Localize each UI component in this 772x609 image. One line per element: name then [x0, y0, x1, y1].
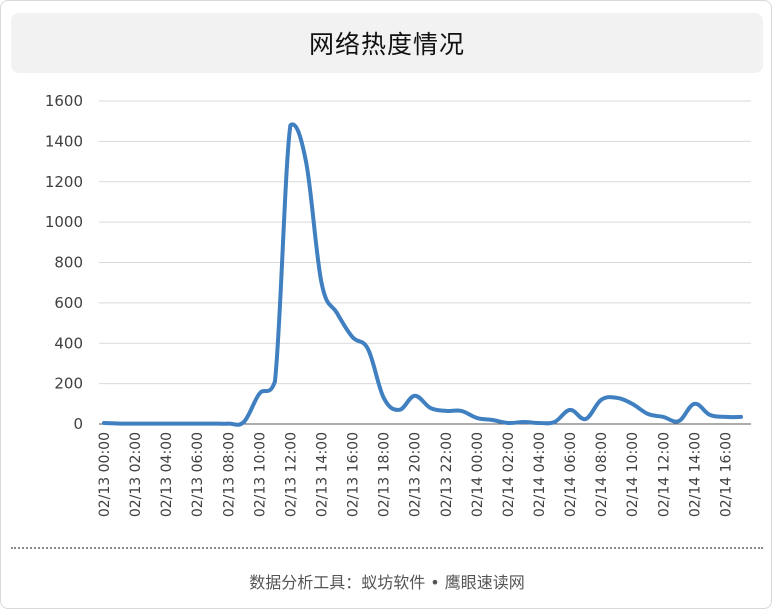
y-tick-label: 1600	[45, 92, 83, 110]
chart-title: 网络热度情况	[308, 30, 465, 59]
chart-title-box: 网络热度情况	[11, 13, 763, 73]
y-tick-label: 0	[73, 415, 83, 433]
y-tick-label: 1000	[45, 213, 83, 231]
x-tick-label: 02/13 12:00	[283, 432, 299, 517]
x-tick-label: 02/14 10:00	[625, 432, 641, 517]
x-tick-label: 02/13 20:00	[408, 432, 424, 517]
x-tick-label: 02/13 08:00	[221, 432, 237, 517]
x-tick-label: 02/13 14:00	[315, 432, 331, 517]
footer-divider	[11, 547, 763, 549]
series-line	[102, 122, 743, 427]
x-tick-label: 02/14 16:00	[718, 432, 734, 517]
x-tick-label: 02/13 06:00	[190, 432, 206, 517]
x-tick-label: 02/14 04:00	[532, 432, 548, 517]
x-tick-label: 02/14 14:00	[687, 432, 703, 517]
x-tick-label: 02/13 16:00	[346, 432, 362, 517]
x-tick-label: 02/14 06:00	[563, 432, 579, 517]
x-axis-tick-labels: 02/13 00:00 02/13 02:00 02/13 04:00 02/13 0…	[97, 432, 734, 517]
x-tick-label: 02/13 04:00	[159, 432, 175, 517]
x-tick-label: 02/13 02:00	[128, 432, 144, 517]
y-tick-label: 1400	[45, 132, 83, 150]
line-chart: 0 200 400 600 800 1000 1200 1400 1600 02/13 00:0…	[45, 92, 751, 517]
x-tick-label: 02/13 00:00	[97, 432, 113, 517]
y-axis-tick-labels: 0 200 400 600 800 1000 1200 1400 1600	[45, 92, 83, 433]
y-tick-label: 200	[54, 375, 83, 393]
x-tick-label: 02/13 10:00	[252, 432, 268, 517]
x-tick-label: 02/14 12:00	[656, 432, 672, 517]
y-tick-label: 800	[54, 254, 83, 272]
series-lines	[102, 122, 743, 427]
x-tick-label: 02/13 22:00	[439, 432, 455, 517]
x-tick-label: 02/14 00:00	[470, 432, 486, 517]
y-tick-label: 400	[54, 334, 83, 352]
x-tick-label: 02/13 18:00	[377, 432, 393, 517]
footer-source: 数据分析工具：蚁坊软件 • 鹰眼速读网	[249, 573, 525, 592]
x-tick-label: 02/14 02:00	[501, 432, 517, 517]
grid-lines	[99, 100, 751, 425]
y-tick-label: 1200	[45, 173, 83, 191]
x-tick-label: 02/14 08:00	[594, 432, 610, 517]
y-tick-label: 600	[54, 294, 83, 312]
